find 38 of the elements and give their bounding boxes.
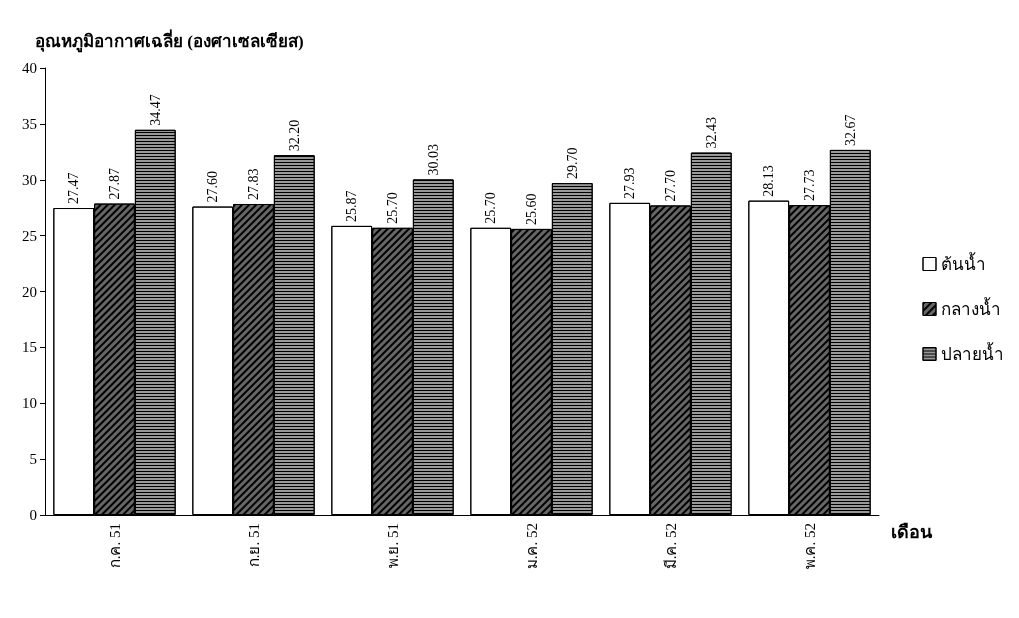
x-tick-label: พ.ค. 52 [801,523,818,570]
data-label: 32.43 [703,117,719,149]
x-tick-label: ม.ค. 52 [523,523,540,570]
y-tick-label: 25 [22,227,37,244]
legend-label: ต้นน้ำ [941,251,986,274]
y-axis-title: อุณหภูมิอากาศเฉลี่ย (องศาเซลเซียส) [35,29,304,53]
data-label: 25.60 [524,193,539,225]
y-tick-label: 30 [22,171,37,188]
data-label: 29.70 [564,147,580,180]
x-tick-label: ก.ย. 51 [245,523,262,568]
y-tick-label: 35 [22,115,37,132]
legend-label: ปลายน้ำ [941,341,1004,364]
y-tick-label: 10 [22,395,37,412]
data-label: 27.73 [802,169,817,202]
x-axis-title: เดือน [891,522,933,542]
y-tick-label: 40 [22,60,37,76]
data-label: 32.20 [286,119,302,152]
data-label: 30.03 [425,143,441,176]
data-label: 27.93 [622,167,638,199]
x-tick-label: พ.ย. 51 [384,523,401,569]
y-tick-label: 15 [22,339,37,356]
data-label: 27.87 [107,168,122,200]
data-label: 28.13 [761,165,777,197]
data-label: 32.67 [842,114,858,146]
data-label: 34.47 [147,94,163,126]
data-label: 27.47 [66,172,82,205]
y-tick-label: 0 [29,507,37,523]
data-label: 27.70 [663,169,678,202]
data-label: 27.60 [205,171,221,203]
data-label: 25.87 [344,190,360,222]
y-tick-label: 20 [22,283,37,300]
data-label: 25.70 [385,192,400,224]
y-tick-label: 5 [29,451,37,468]
data-label: 25.70 [483,192,499,224]
data-label: 27.83 [246,168,261,200]
legend-label: กลางน้ำ [941,296,1001,319]
x-tick-label: ก.ค. 51 [106,523,123,569]
x-tick-label: มี.ค. 52 [662,523,679,570]
